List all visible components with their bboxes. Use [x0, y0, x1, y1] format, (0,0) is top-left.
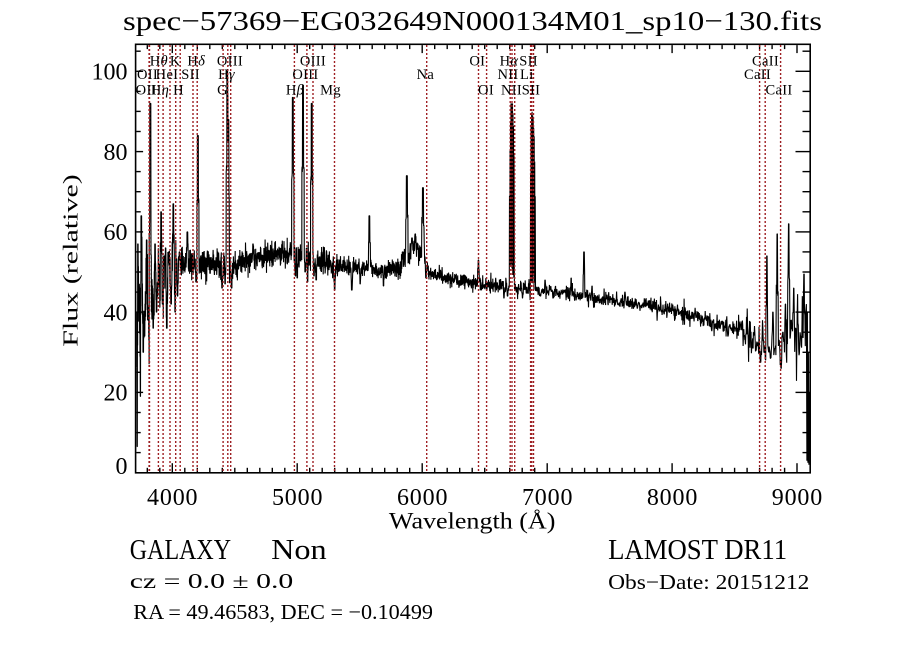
svg-text:GALAXY: GALAXY [130, 534, 231, 566]
svg-text:G: G [217, 82, 228, 98]
svg-text:7000: 7000 [522, 485, 573, 511]
svg-text:CaII: CaII [766, 82, 793, 98]
svg-text:OIII: OIII [217, 53, 243, 69]
svg-text:100: 100 [92, 60, 128, 86]
svg-text:80: 80 [104, 140, 128, 166]
svg-text:Hθ: Hθ [150, 53, 168, 69]
svg-text:Hβ: Hβ [286, 82, 305, 98]
svg-text:SII: SII [181, 67, 200, 83]
svg-text:Li: Li [520, 67, 534, 83]
svg-text:Non: Non [271, 534, 327, 566]
svg-text:cz = 0.0 ± 0.0: cz = 0.0 ± 0.0 [130, 569, 293, 593]
svg-text:OI: OI [478, 82, 494, 98]
svg-text:OIII: OIII [292, 67, 318, 83]
svg-text:20: 20 [104, 381, 128, 407]
svg-text:5000: 5000 [272, 485, 323, 511]
svg-text:9000: 9000 [772, 485, 823, 511]
svg-text:CaII: CaII [744, 67, 771, 83]
svg-text:Hα: Hα [500, 53, 519, 69]
svg-text:H: H [173, 82, 184, 98]
svg-text:8000: 8000 [647, 485, 698, 511]
svg-text:Hγ: Hγ [218, 67, 236, 83]
svg-text:OII: OII [137, 67, 158, 83]
svg-text:NII: NII [501, 82, 522, 98]
svg-text:LAMOST DR11: LAMOST DR11 [608, 534, 787, 566]
svg-text:4000: 4000 [147, 485, 198, 511]
svg-text:K: K [170, 53, 181, 69]
svg-text:RA = 49.46583, DEC = −0.1049: RA = 49.46583, DEC = −0.10499 [133, 600, 433, 624]
svg-text:Hδ: Hδ [187, 53, 205, 69]
svg-text:Mg: Mg [320, 82, 341, 98]
svg-text:Na: Na [417, 67, 435, 83]
svg-text:SII: SII [519, 53, 538, 69]
svg-text:60: 60 [104, 220, 128, 246]
svg-text:6000: 6000 [397, 485, 448, 511]
svg-text:OII: OII [136, 82, 157, 98]
svg-text:HeI: HeI [156, 67, 179, 83]
svg-text:OIII: OIII [300, 53, 326, 69]
svg-text:CaII: CaII [752, 53, 779, 69]
svg-text:Wavelength (Å): Wavelength (Å) [389, 508, 556, 533]
svg-text:Obs−Date: 20151212: Obs−Date: 20151212 [608, 570, 809, 594]
svg-text:spec−57369−EG032649N000134M01_: spec−57369−EG032649N000134M01_sp10−130.f… [123, 5, 822, 36]
svg-text:SII: SII [522, 82, 541, 98]
svg-text:0: 0 [116, 454, 128, 480]
svg-text:NII: NII [497, 67, 518, 83]
svg-text:OI: OI [469, 53, 485, 69]
svg-text:Flux (relative): Flux (relative) [58, 174, 82, 347]
svg-text:Hη: Hη [151, 82, 169, 98]
svg-text:40: 40 [104, 300, 128, 326]
